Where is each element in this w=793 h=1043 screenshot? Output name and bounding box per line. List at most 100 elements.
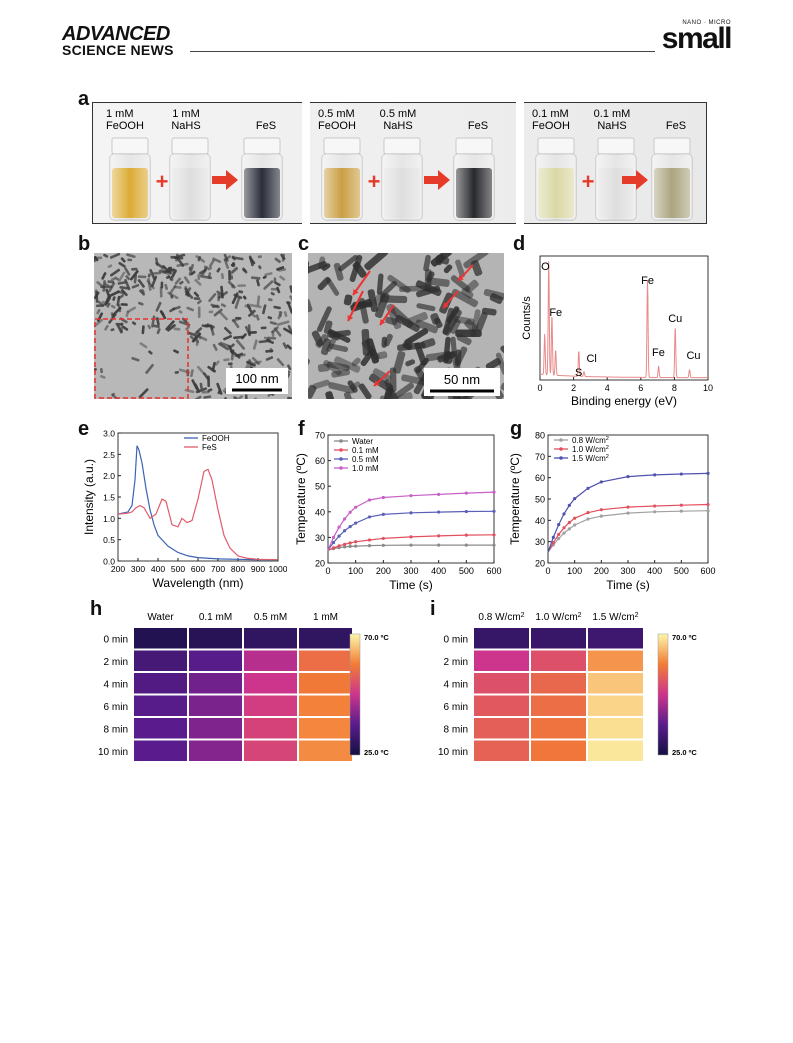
nanorod <box>246 303 253 313</box>
nanorod <box>286 301 291 305</box>
nanorod <box>443 264 453 274</box>
nanorod <box>100 368 103 374</box>
nanorod <box>250 276 261 280</box>
publisher-logo: ADVANCED SCIENCE NEWS <box>62 24 174 57</box>
data-point <box>409 511 413 515</box>
data-point <box>464 491 468 495</box>
nanorod <box>149 269 156 281</box>
nanorod <box>114 276 120 281</box>
group-1-reagent1-name: FeOOH <box>106 120 144 132</box>
pointer-arrow-head <box>353 289 359 295</box>
nanorod <box>395 314 420 332</box>
thermal-cell <box>474 628 529 649</box>
pointer-arrow-head <box>374 380 380 386</box>
nanorod <box>235 339 246 350</box>
thermal-cell <box>299 718 352 739</box>
thermal-cell <box>134 650 187 671</box>
thermal-cell <box>134 628 187 649</box>
vial-glass <box>454 154 494 220</box>
group-2-product: FeS <box>468 120 488 132</box>
zoom-region-box <box>94 318 189 399</box>
vial-glass <box>242 154 282 220</box>
nanorod <box>334 356 361 373</box>
legend-label: 1.5 W/cm2 <box>572 454 609 463</box>
data-point <box>567 520 571 525</box>
nanorod <box>174 370 180 374</box>
thermal-cell <box>244 718 297 739</box>
nanorod <box>190 369 194 377</box>
data-point <box>337 525 341 529</box>
nanorod <box>231 283 235 289</box>
nanorod <box>374 292 390 319</box>
nanorod <box>183 276 190 284</box>
nanorod <box>328 329 351 343</box>
x-tick-label: 0 <box>325 566 330 576</box>
thermal-cell <box>588 740 643 761</box>
y-tick-label: 50 <box>535 495 545 505</box>
nanorod <box>158 269 166 274</box>
nanorod <box>190 270 196 276</box>
nanorod <box>234 353 246 358</box>
data-point <box>706 502 710 507</box>
reaction-arrow <box>424 170 450 190</box>
group-2-reagent1-conc: 0.5 mM <box>318 108 355 120</box>
panel-c-tem-image: 50 nm <box>308 253 504 399</box>
nanorod <box>389 367 397 392</box>
group-3-reagent1-conc: 0.1 mM <box>532 108 569 120</box>
nanorod <box>145 363 154 374</box>
nanorod <box>141 325 145 335</box>
nanorod <box>223 326 232 335</box>
nanorod <box>404 328 429 346</box>
thermal-cell <box>531 673 586 694</box>
x-tick-label: 0 <box>545 566 550 576</box>
nanorod <box>451 288 479 308</box>
nanorod <box>137 279 145 288</box>
y-tick-label: 20 <box>535 559 545 569</box>
nanorod <box>237 284 246 288</box>
nanorod <box>316 306 332 332</box>
nanorod <box>256 295 261 306</box>
nanorod <box>201 390 210 394</box>
group-3-product: FeS <box>666 120 686 132</box>
nanorod <box>192 395 202 399</box>
nanorod <box>258 265 262 270</box>
nanorod <box>103 253 109 258</box>
nanorod <box>131 356 140 362</box>
x-axis-label: Wavelength (nm) <box>153 576 244 590</box>
thermal-cell <box>189 628 242 649</box>
data-point <box>437 543 441 547</box>
legend-marker <box>559 456 563 460</box>
nanorod <box>208 292 217 303</box>
nanorod <box>232 318 240 329</box>
data-point <box>354 521 358 525</box>
nanorod <box>179 280 184 285</box>
y-tick-label: 3.0 <box>103 429 115 439</box>
nanorod <box>364 253 389 271</box>
nanorod <box>276 358 285 367</box>
nanorod <box>183 285 188 291</box>
column-header: 0.1 mM <box>199 612 232 623</box>
nanorod <box>193 291 200 298</box>
data-point <box>573 496 577 501</box>
nanorod <box>219 311 229 321</box>
data-point <box>599 508 603 512</box>
x-tick-label: 600 <box>191 564 205 574</box>
nanorod <box>475 312 488 331</box>
nanorod <box>393 350 406 374</box>
nanorod <box>386 392 413 399</box>
nanorod <box>367 289 379 313</box>
group-1-reagent2-name: NaHS <box>171 120 200 132</box>
nanorod <box>227 362 233 366</box>
x-tick-label: 6 <box>638 383 643 393</box>
nanorod <box>137 301 144 306</box>
header-rule <box>190 51 655 52</box>
data-point <box>626 475 630 479</box>
publisher-line1: ADVANCED <box>62 23 170 45</box>
data-point <box>348 544 352 548</box>
data-point <box>557 523 561 527</box>
data-point <box>679 472 683 476</box>
y-tick-label: 40 <box>535 516 545 526</box>
nanorod <box>269 347 273 353</box>
thermal-cell <box>588 628 643 649</box>
group-1-reagent1-conc: 1 mM <box>106 108 134 120</box>
